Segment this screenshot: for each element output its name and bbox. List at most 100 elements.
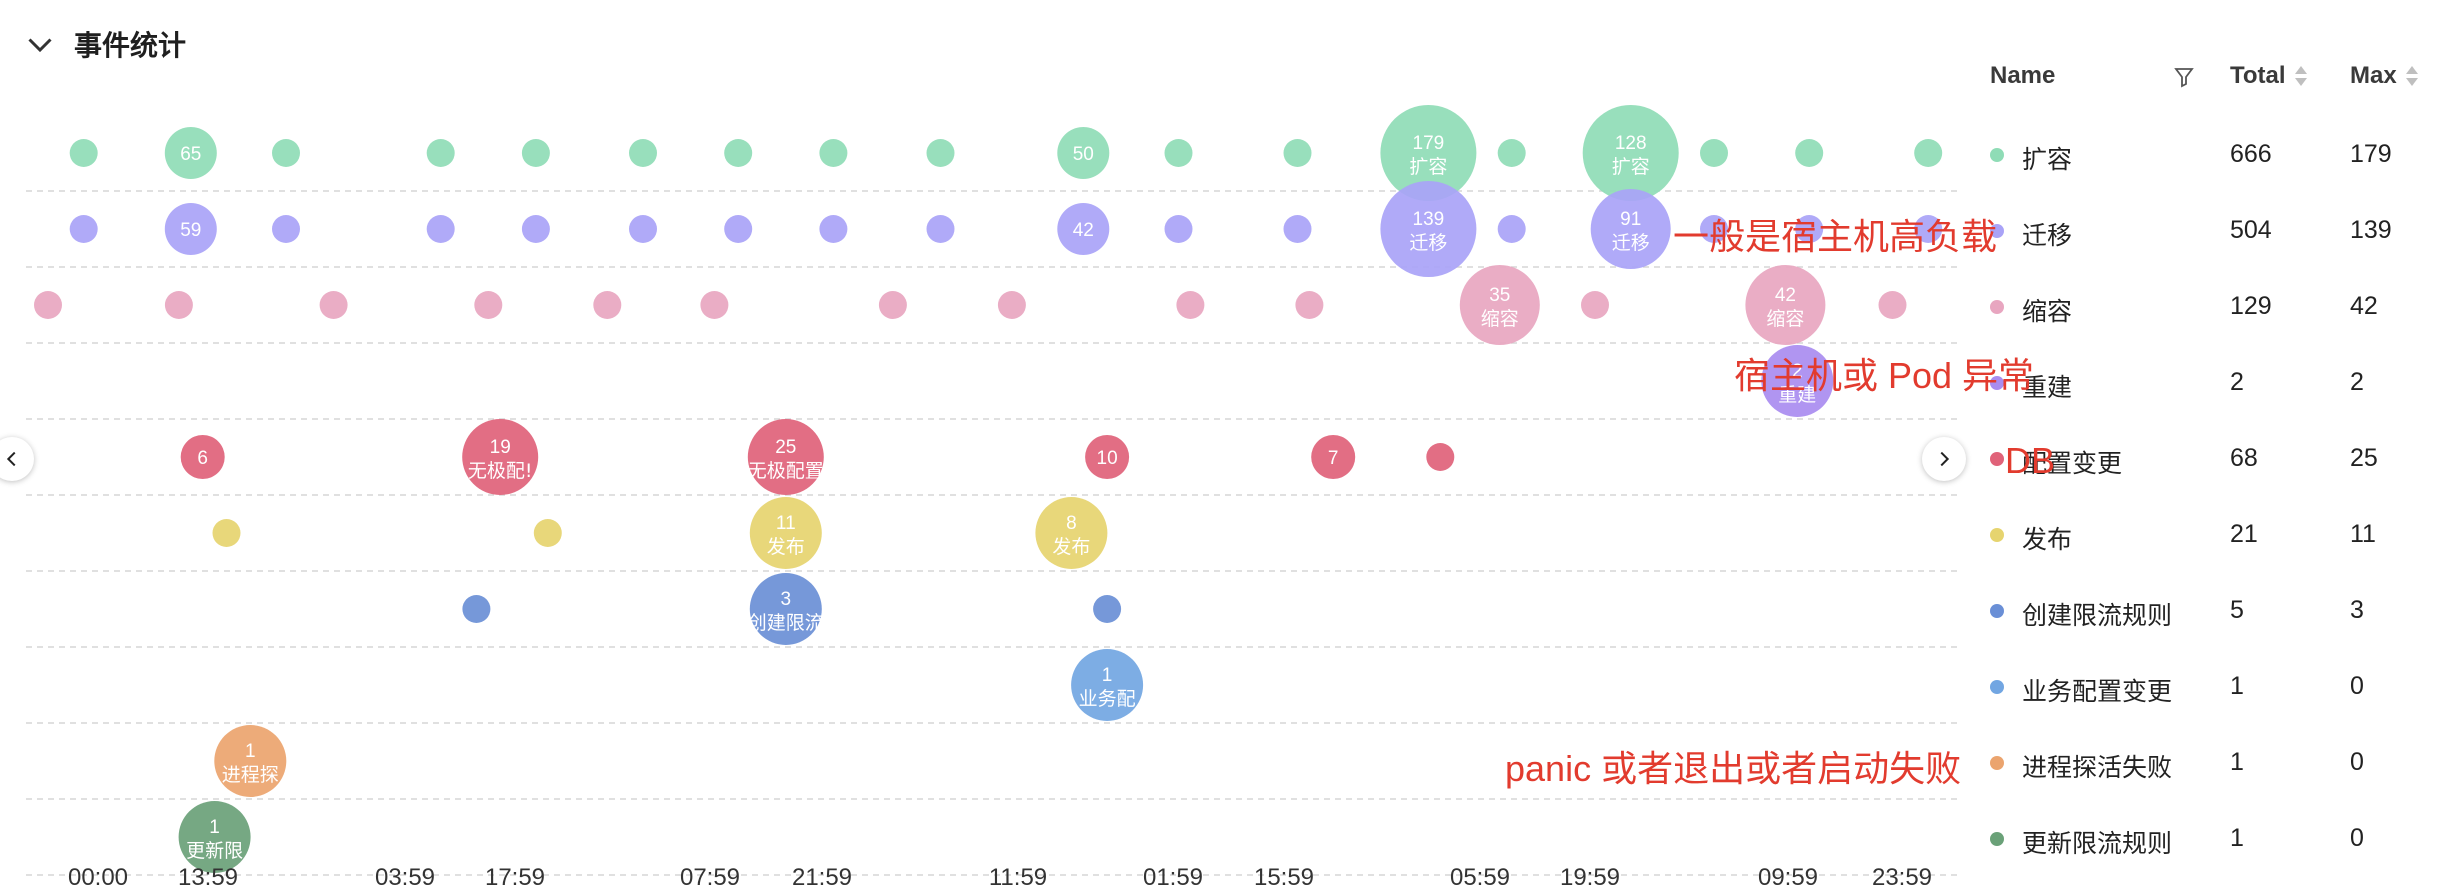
bubble[interactable] — [1164, 215, 1193, 243]
bubble-value: 2 — [1792, 361, 1803, 382]
filter-icon[interactable] — [2174, 66, 2194, 88]
legend-col-max[interactable]: Max — [2350, 56, 2419, 96]
legend-dot — [1990, 756, 2004, 770]
bubble[interactable] — [1581, 291, 1609, 319]
bubble[interactable] — [1878, 291, 1907, 319]
bubble[interactable] — [1582, 105, 1679, 201]
bubble[interactable] — [180, 435, 225, 479]
bubble[interactable] — [1745, 265, 1826, 345]
bubble[interactable] — [1497, 139, 1526, 167]
bubble[interactable] — [1497, 215, 1526, 243]
bubble[interactable] — [593, 291, 622, 319]
bubble[interactable] — [749, 497, 822, 569]
legend-row[interactable]: 业务配置变更 1 0 — [1990, 666, 2446, 706]
bubble[interactable] — [1085, 435, 1130, 479]
bubble[interactable] — [1914, 139, 1943, 167]
bubble[interactable] — [1700, 139, 1728, 167]
legend-row[interactable]: 重建 2 2 — [1990, 362, 2446, 402]
bubble-label: 扩容 — [1612, 156, 1650, 178]
bubble[interactable] — [700, 291, 729, 319]
bubble[interactable] — [1093, 595, 1122, 623]
legend-dot — [1990, 528, 2004, 542]
bubble[interactable] — [462, 595, 491, 623]
legend-row[interactable]: 缩容 129 42 — [1990, 286, 2446, 326]
legend-total: 2 — [2230, 368, 2244, 396]
bubble[interactable] — [69, 215, 98, 243]
bubble[interactable] — [214, 725, 287, 797]
bubble-value: 3 — [781, 589, 792, 610]
bubble[interactable] — [926, 139, 955, 167]
bubble[interactable] — [1761, 345, 1834, 417]
bubble[interactable] — [1283, 139, 1312, 167]
bubble[interactable] — [426, 139, 455, 167]
bubble[interactable] — [629, 215, 657, 243]
bubble[interactable] — [1164, 139, 1193, 167]
legend-row[interactable]: 进程探活失败 1 0 — [1990, 742, 2446, 782]
legend-dot — [1990, 452, 2004, 466]
bubble[interactable] — [272, 139, 300, 167]
bubble[interactable] — [533, 519, 562, 547]
bubble[interactable] — [724, 139, 753, 167]
bubble[interactable] — [1426, 443, 1455, 471]
bubble[interactable] — [724, 215, 753, 243]
bubble[interactable] — [1295, 291, 1324, 319]
bubble[interactable] — [1057, 127, 1110, 179]
bubble-value: 8 — [1066, 513, 1077, 534]
bubble[interactable] — [319, 291, 348, 319]
scroll-right-button[interactable] — [1922, 437, 1966, 481]
bubble[interactable] — [1700, 215, 1728, 243]
bubble[interactable] — [819, 139, 848, 167]
legend-row[interactable]: 创建限流规则 5 3 — [1990, 590, 2446, 630]
x-tick-label: 05:59 — [1450, 864, 1510, 891]
bubble[interactable] — [1035, 497, 1108, 569]
bubble[interactable] — [1795, 139, 1824, 167]
bubble[interactable] — [521, 215, 550, 243]
chevron-down-icon[interactable] — [22, 26, 58, 62]
bubble[interactable] — [1176, 291, 1205, 319]
bubble[interactable] — [1380, 181, 1477, 277]
bubble[interactable] — [521, 139, 550, 167]
legend-row[interactable]: 扩容 666 179 — [1990, 134, 2446, 174]
bubble[interactable] — [1057, 203, 1110, 255]
bubble[interactable] — [1459, 265, 1540, 345]
sort-icon[interactable] — [2405, 63, 2419, 89]
bubble[interactable] — [926, 215, 955, 243]
annotation-host-or-pod: 宿主机或 Pod 异常 — [1734, 355, 2035, 396]
bubble[interactable] — [878, 291, 907, 319]
bubble[interactable] — [212, 519, 241, 547]
bubble[interactable] — [34, 291, 62, 319]
bubble[interactable] — [1283, 215, 1312, 243]
bubble[interactable] — [1590, 189, 1671, 269]
section-header[interactable]: 事件统计 — [22, 22, 186, 66]
bubble[interactable] — [747, 419, 824, 495]
legend-row[interactable]: 发布 21 11 — [1990, 514, 2446, 554]
sort-icon[interactable] — [2294, 63, 2308, 89]
bubble[interactable] — [462, 419, 539, 495]
scroll-left-button[interactable] — [0, 437, 34, 481]
legend-row[interactable]: 迁移 504 139 — [1990, 210, 2446, 250]
bubble[interactable] — [178, 801, 251, 873]
bubble[interactable] — [629, 139, 657, 167]
bubble[interactable] — [1380, 105, 1477, 201]
bubble[interactable] — [1071, 649, 1144, 721]
bubble[interactable] — [69, 139, 98, 167]
legend-name: 发布 — [2022, 526, 2073, 554]
bubble[interactable] — [164, 291, 193, 319]
bubble[interactable] — [164, 203, 217, 255]
legend-col-total[interactable]: Total — [2230, 56, 2308, 96]
bubble[interactable] — [1795, 215, 1824, 243]
legend-row[interactable]: 更新限流规则 1 0 — [1990, 818, 2446, 858]
bubble[interactable] — [997, 291, 1026, 319]
bubble[interactable] — [819, 215, 848, 243]
legend-row[interactable]: 配置变更 68 25 — [1990, 438, 2446, 478]
legend-col-total-label: Total — [2230, 62, 2286, 89]
bubble[interactable] — [164, 127, 217, 179]
bubble[interactable] — [426, 215, 455, 243]
bubble[interactable] — [272, 215, 300, 243]
bubble[interactable] — [749, 573, 822, 645]
bubble[interactable] — [1311, 435, 1356, 479]
bubble[interactable] — [474, 291, 503, 319]
bubble[interactable] — [1914, 215, 1943, 243]
legend-dot — [1990, 604, 2004, 618]
bubble-value: 65 — [180, 144, 201, 165]
